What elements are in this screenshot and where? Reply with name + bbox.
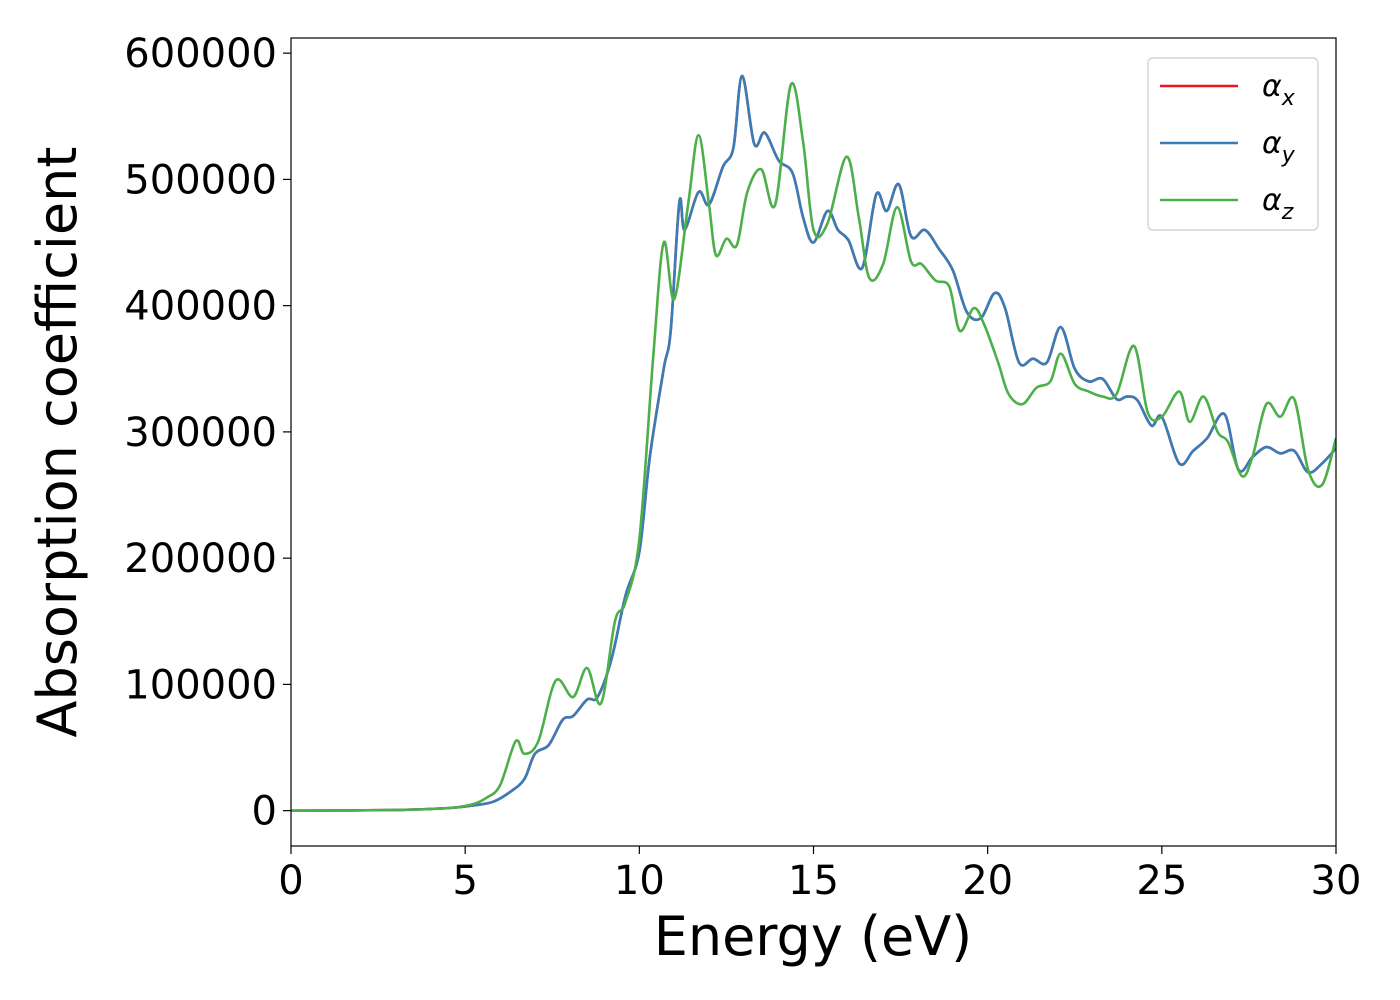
x-axis-label: Energy (eV) bbox=[654, 905, 973, 968]
x-tick-label: 5 bbox=[452, 858, 477, 904]
series-line-z bbox=[291, 81, 1336, 812]
y-tick-label: 300000 bbox=[124, 410, 277, 456]
y-tick-label: 500000 bbox=[124, 157, 277, 203]
y-axis-label: Absorption coefficient bbox=[26, 147, 89, 738]
x-tick-label: 0 bbox=[278, 858, 303, 904]
x-tick-label: 25 bbox=[1136, 858, 1187, 904]
y-tick-label: 400000 bbox=[124, 284, 277, 330]
x-tick-label: 30 bbox=[1311, 858, 1362, 904]
plot-lines bbox=[291, 74, 1336, 812]
y-tick-label: 600000 bbox=[124, 31, 277, 77]
y-axis-ticks: 0 100000 200000 300000 400000 500000 600000 bbox=[124, 31, 291, 835]
x-tick-label: 20 bbox=[962, 858, 1013, 904]
y-tick-label: 100000 bbox=[124, 662, 277, 708]
x-tick-label: 15 bbox=[788, 858, 839, 904]
x-axis-ticks: 0 5 10 15 20 25 30 bbox=[278, 846, 1361, 904]
y-tick-label: 0 bbox=[252, 789, 277, 835]
x-tick-label: 10 bbox=[614, 858, 665, 904]
y-tick-label: 200000 bbox=[124, 536, 277, 582]
